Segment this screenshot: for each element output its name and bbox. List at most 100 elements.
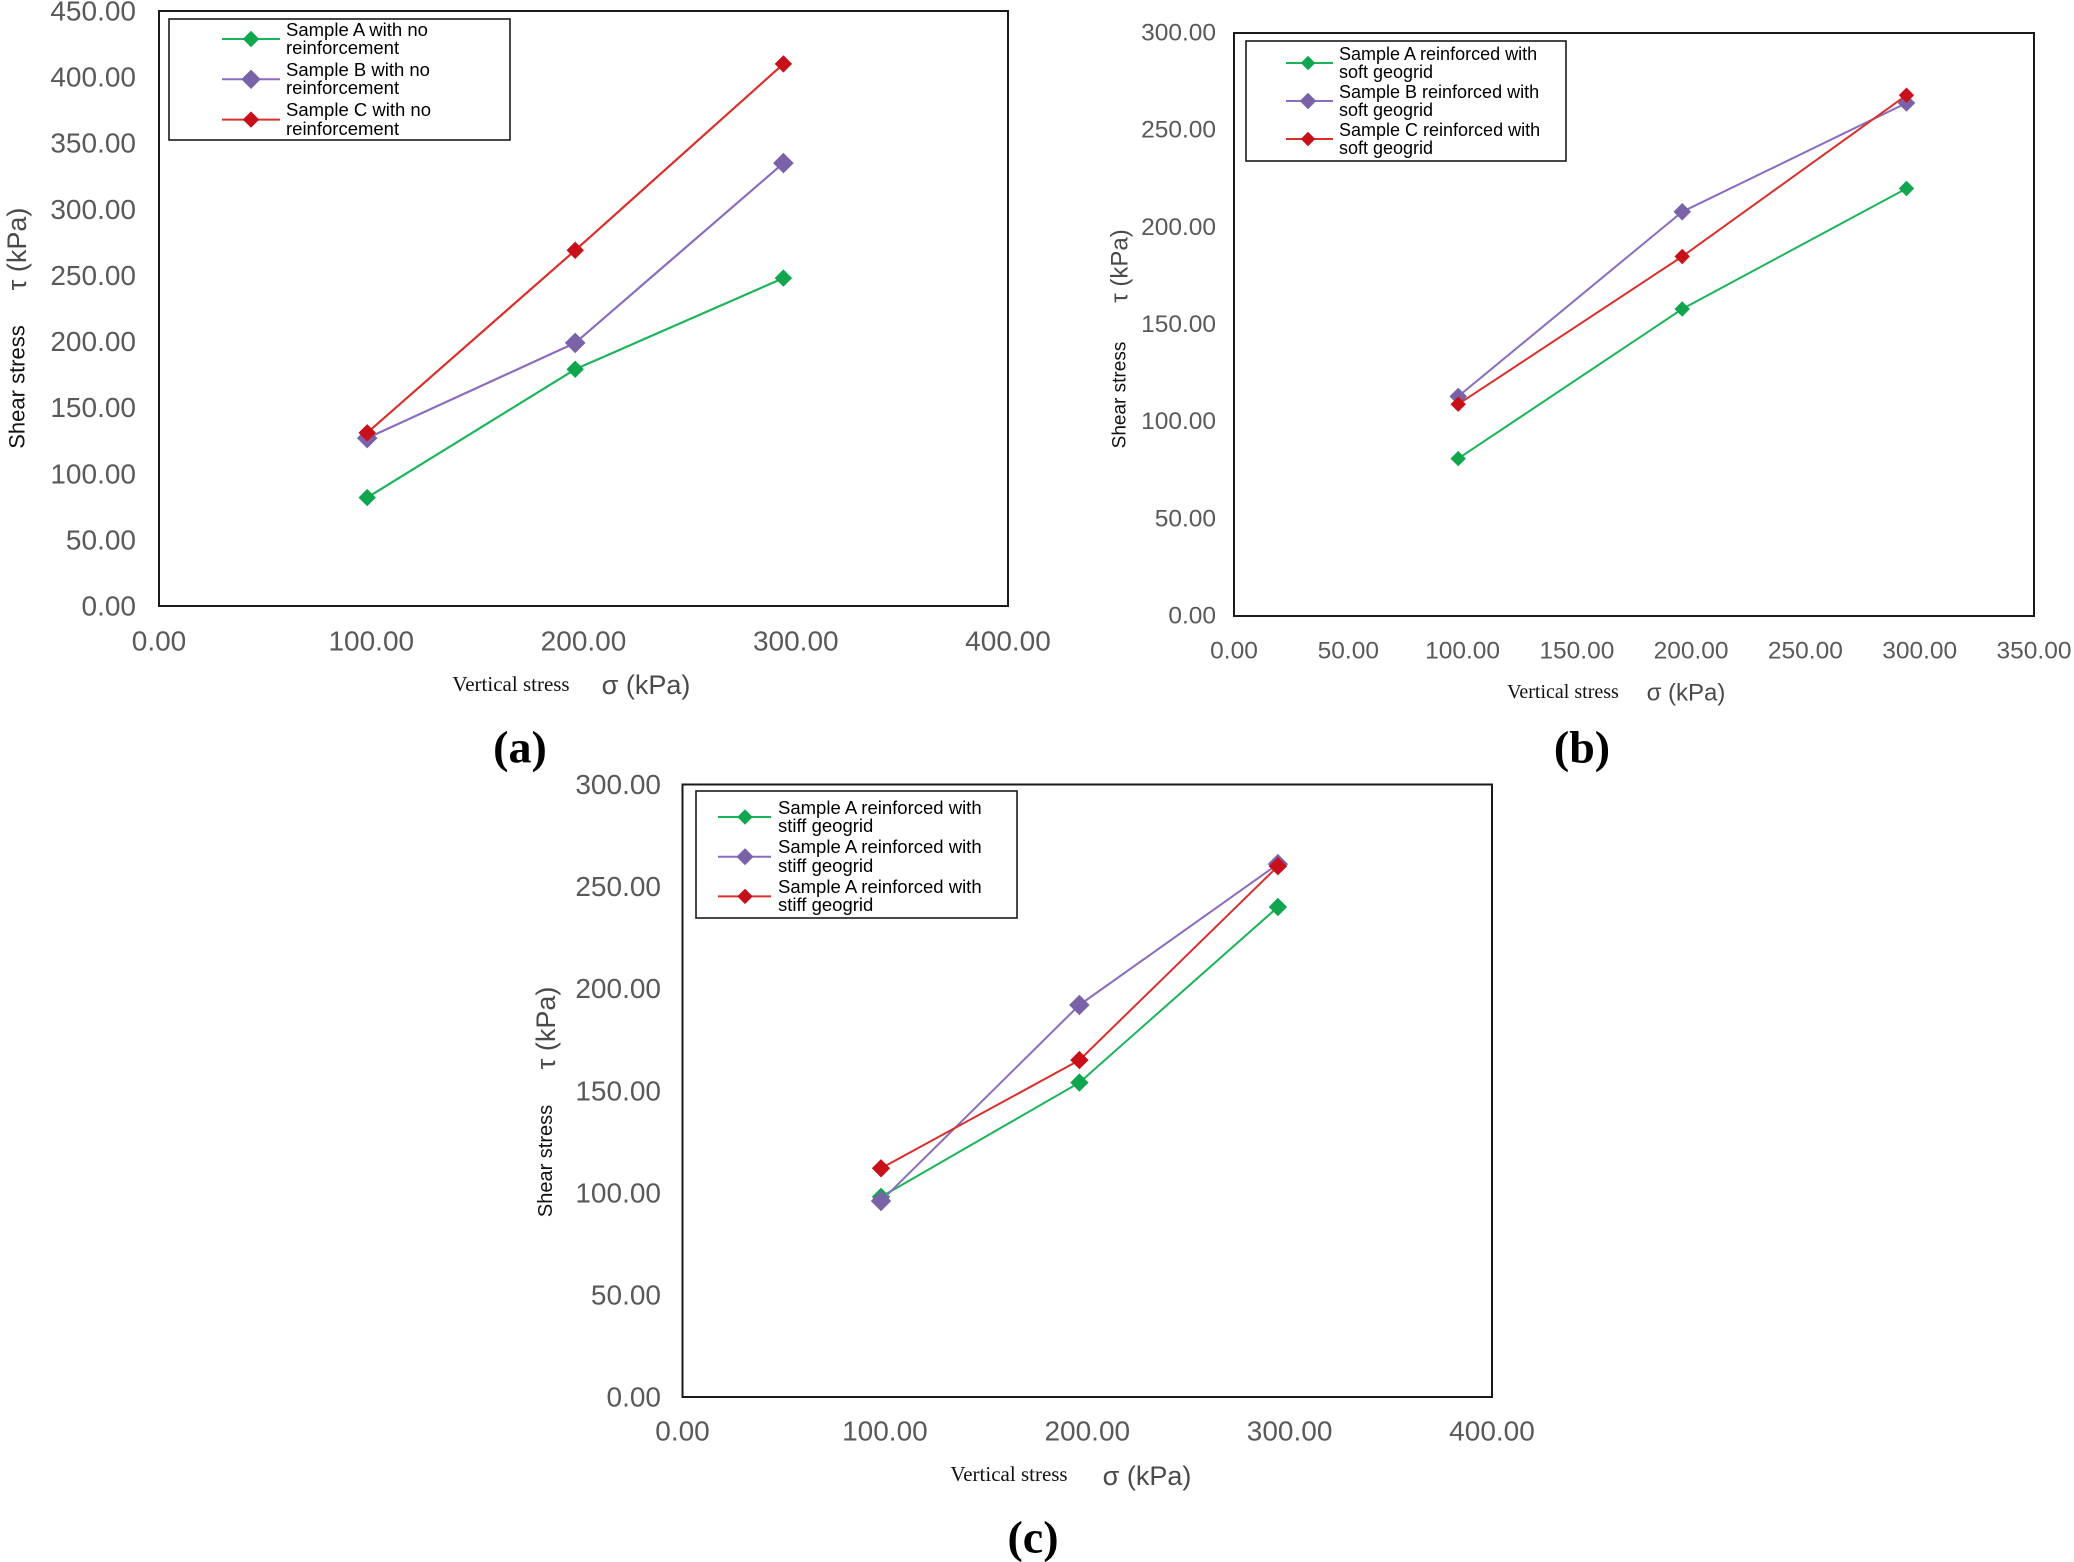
legend-label-frame: Sample B reinforced with soft geogrid — [1339, 82, 1540, 120]
data-point — [871, 1159, 891, 1178]
y-tick-label: 150.00 — [1141, 311, 1216, 338]
data-point — [1898, 87, 1915, 103]
x-tick-label: 200.00 — [1654, 638, 1729, 665]
chart-b: 0.00 50.00 100.00 150.00 200.00 250.00 300.00 0… — [1107, 20, 2072, 773]
series-3-sample-c-with-no-reinforcement — [358, 55, 793, 442]
y-axis: 0.00 50.00 100.00 150.00 200.00 250.00 300.00 3… — [50, 0, 136, 622]
data-point — [566, 360, 584, 379]
data-point — [1069, 994, 1090, 1016]
legend-label-frame: Sample A reinforced with stiff geogrid — [778, 877, 982, 916]
x-tick-label: 300.00 — [753, 626, 839, 657]
y-axis-label: Shear stress — [5, 325, 30, 449]
legend-marker — [1300, 131, 1316, 147]
legend: Sample A reinforced with stiff geogridSa… — [695, 790, 1018, 919]
y-tick-label: 0.00 — [607, 1382, 662, 1413]
x-tick-label: 350.00 — [1997, 638, 2072, 665]
series-1-sample-a-with-no-reinforcement — [358, 269, 793, 507]
legend-label: Sample B with no reinforcement — [286, 60, 430, 99]
legend-label-frame: Sample A reinforced with soft geogrid — [1339, 45, 1537, 82]
legend-label-frame: Sample B with no reinforcement — [286, 60, 430, 99]
data-point — [773, 152, 794, 174]
y-tick-label: 200.00 — [50, 326, 136, 357]
data-point — [1674, 248, 1690, 265]
series-3-sample-c-reinforced-with-soft-geogrid — [1450, 87, 1915, 412]
legend-marker — [737, 888, 753, 905]
data-point — [1070, 1073, 1089, 1092]
y-tick-label: 50.00 — [591, 1279, 661, 1310]
y-tick-label: 450.00 — [50, 0, 136, 27]
legend-marker — [242, 30, 260, 48]
legend-marker — [736, 848, 754, 866]
x-tick-label: 50.00 — [1318, 638, 1379, 665]
x-tick-label: 0.00 — [132, 626, 187, 657]
x-axis: 0.00 100.00 200.00 300.00 400.00 — [132, 626, 1051, 657]
data-point — [1268, 856, 1288, 876]
panel-label-c: (c) — [1007, 1512, 1058, 1562]
legend-entry: Sample A reinforced with soft geogrid — [1286, 45, 1537, 82]
y-tick-label: 250.00 — [50, 260, 136, 291]
y-tick-label: 250.00 — [1141, 117, 1216, 144]
data-point — [564, 332, 586, 354]
legend-label-frame: Sample A reinforced with stiff geogrid — [778, 798, 982, 836]
y-tick-label: 200.00 — [575, 973, 661, 1004]
x-axis-unit: σ (kPa) — [602, 670, 691, 700]
data-point — [1268, 897, 1288, 917]
y-axis: 0.00 50.00 100.00 150.00 200.00 250.00 300.00 — [1141, 20, 1216, 630]
data-point — [1898, 180, 1915, 197]
x-axis-unit: σ (kPa) — [1103, 1461, 1192, 1491]
y-tick-label: 50.00 — [1155, 505, 1216, 532]
y-axis: 0.00 50.00 100.00 150.00 200.00 250.00 300.00 — [575, 769, 661, 1413]
x-tick-label: 100.00 — [1425, 638, 1500, 665]
y-tick-label: 100.00 — [575, 1177, 661, 1208]
legend-label: Sample B reinforced with soft geogrid — [1339, 82, 1540, 120]
y-tick-label: 200.00 — [1141, 214, 1216, 241]
x-axis-label: Vertical stress — [1507, 681, 1619, 703]
data-point — [566, 241, 584, 260]
x-tick-label: 0.00 — [1210, 638, 1258, 665]
x-tick-label: 300.00 — [1247, 1416, 1333, 1447]
legend-marker — [241, 69, 261, 90]
x-tick-label: 100.00 — [328, 626, 414, 657]
y-tick-label: 300.00 — [575, 769, 661, 800]
legend-label-frame: Sample C with no reinforcement — [286, 101, 431, 137]
data-point — [774, 269, 793, 287]
y-tick-label: 100.00 — [50, 458, 136, 489]
y-tick-label: 300.00 — [1141, 20, 1216, 47]
series-3-sample-a-reinforced-with-stiff-geogrid — [871, 856, 1288, 1178]
legend-entry: Sample A reinforced with stiff geogrid — [718, 838, 982, 874]
legend-label: Sample A reinforced with stiff geogrid — [778, 798, 982, 836]
legend-marker — [1299, 92, 1317, 110]
y-tick-label: 50.00 — [66, 524, 136, 555]
legend-entry: Sample B with no reinforcement — [222, 60, 430, 99]
legend-marker — [1300, 55, 1316, 71]
y-axis-unit: τ (kPa) — [2, 208, 32, 291]
data-point — [358, 424, 376, 442]
legend-marker — [737, 809, 753, 825]
y-tick-label: 400.00 — [50, 62, 136, 93]
y-tick-label: 250.00 — [575, 871, 661, 902]
legend-label-frame: Sample C reinforced with soft geogrid — [1339, 120, 1541, 158]
data-point — [1674, 301, 1690, 317]
legend-entry: Sample B reinforced with soft geogrid — [1286, 82, 1540, 120]
legend-entry: Sample A reinforced with stiff geogrid — [718, 877, 982, 916]
legend-label: Sample C reinforced with soft geogrid — [1339, 120, 1541, 158]
legend-label: Sample A reinforced with stiff geogrid — [778, 877, 982, 916]
legend-label-frame: Sample A reinforced with stiff geogrid — [778, 838, 982, 874]
data-point — [1450, 396, 1466, 412]
y-tick-label: 150.00 — [50, 392, 136, 423]
y-axis-unit: τ (kPa) — [531, 987, 561, 1070]
legend-marker — [242, 111, 260, 128]
y-tick-label: 350.00 — [50, 128, 136, 159]
x-tick-label: 250.00 — [1768, 638, 1843, 665]
y-tick-label: 0.00 — [1168, 603, 1216, 630]
x-axis: 0.00 50.00 100.00 150.00 200.00 250.00 300.00 3… — [1210, 638, 2071, 665]
legend-entry: Sample A reinforced with stiff geogrid — [718, 798, 982, 836]
x-axis-unit: σ (kPa) — [1647, 680, 1726, 707]
y-axis-unit: τ (kPa) — [1107, 229, 1134, 303]
data-point — [870, 1190, 892, 1212]
data-point — [1450, 450, 1466, 467]
x-tick-label: 0.00 — [655, 1416, 710, 1447]
x-tick-label: 400.00 — [1449, 1416, 1535, 1447]
